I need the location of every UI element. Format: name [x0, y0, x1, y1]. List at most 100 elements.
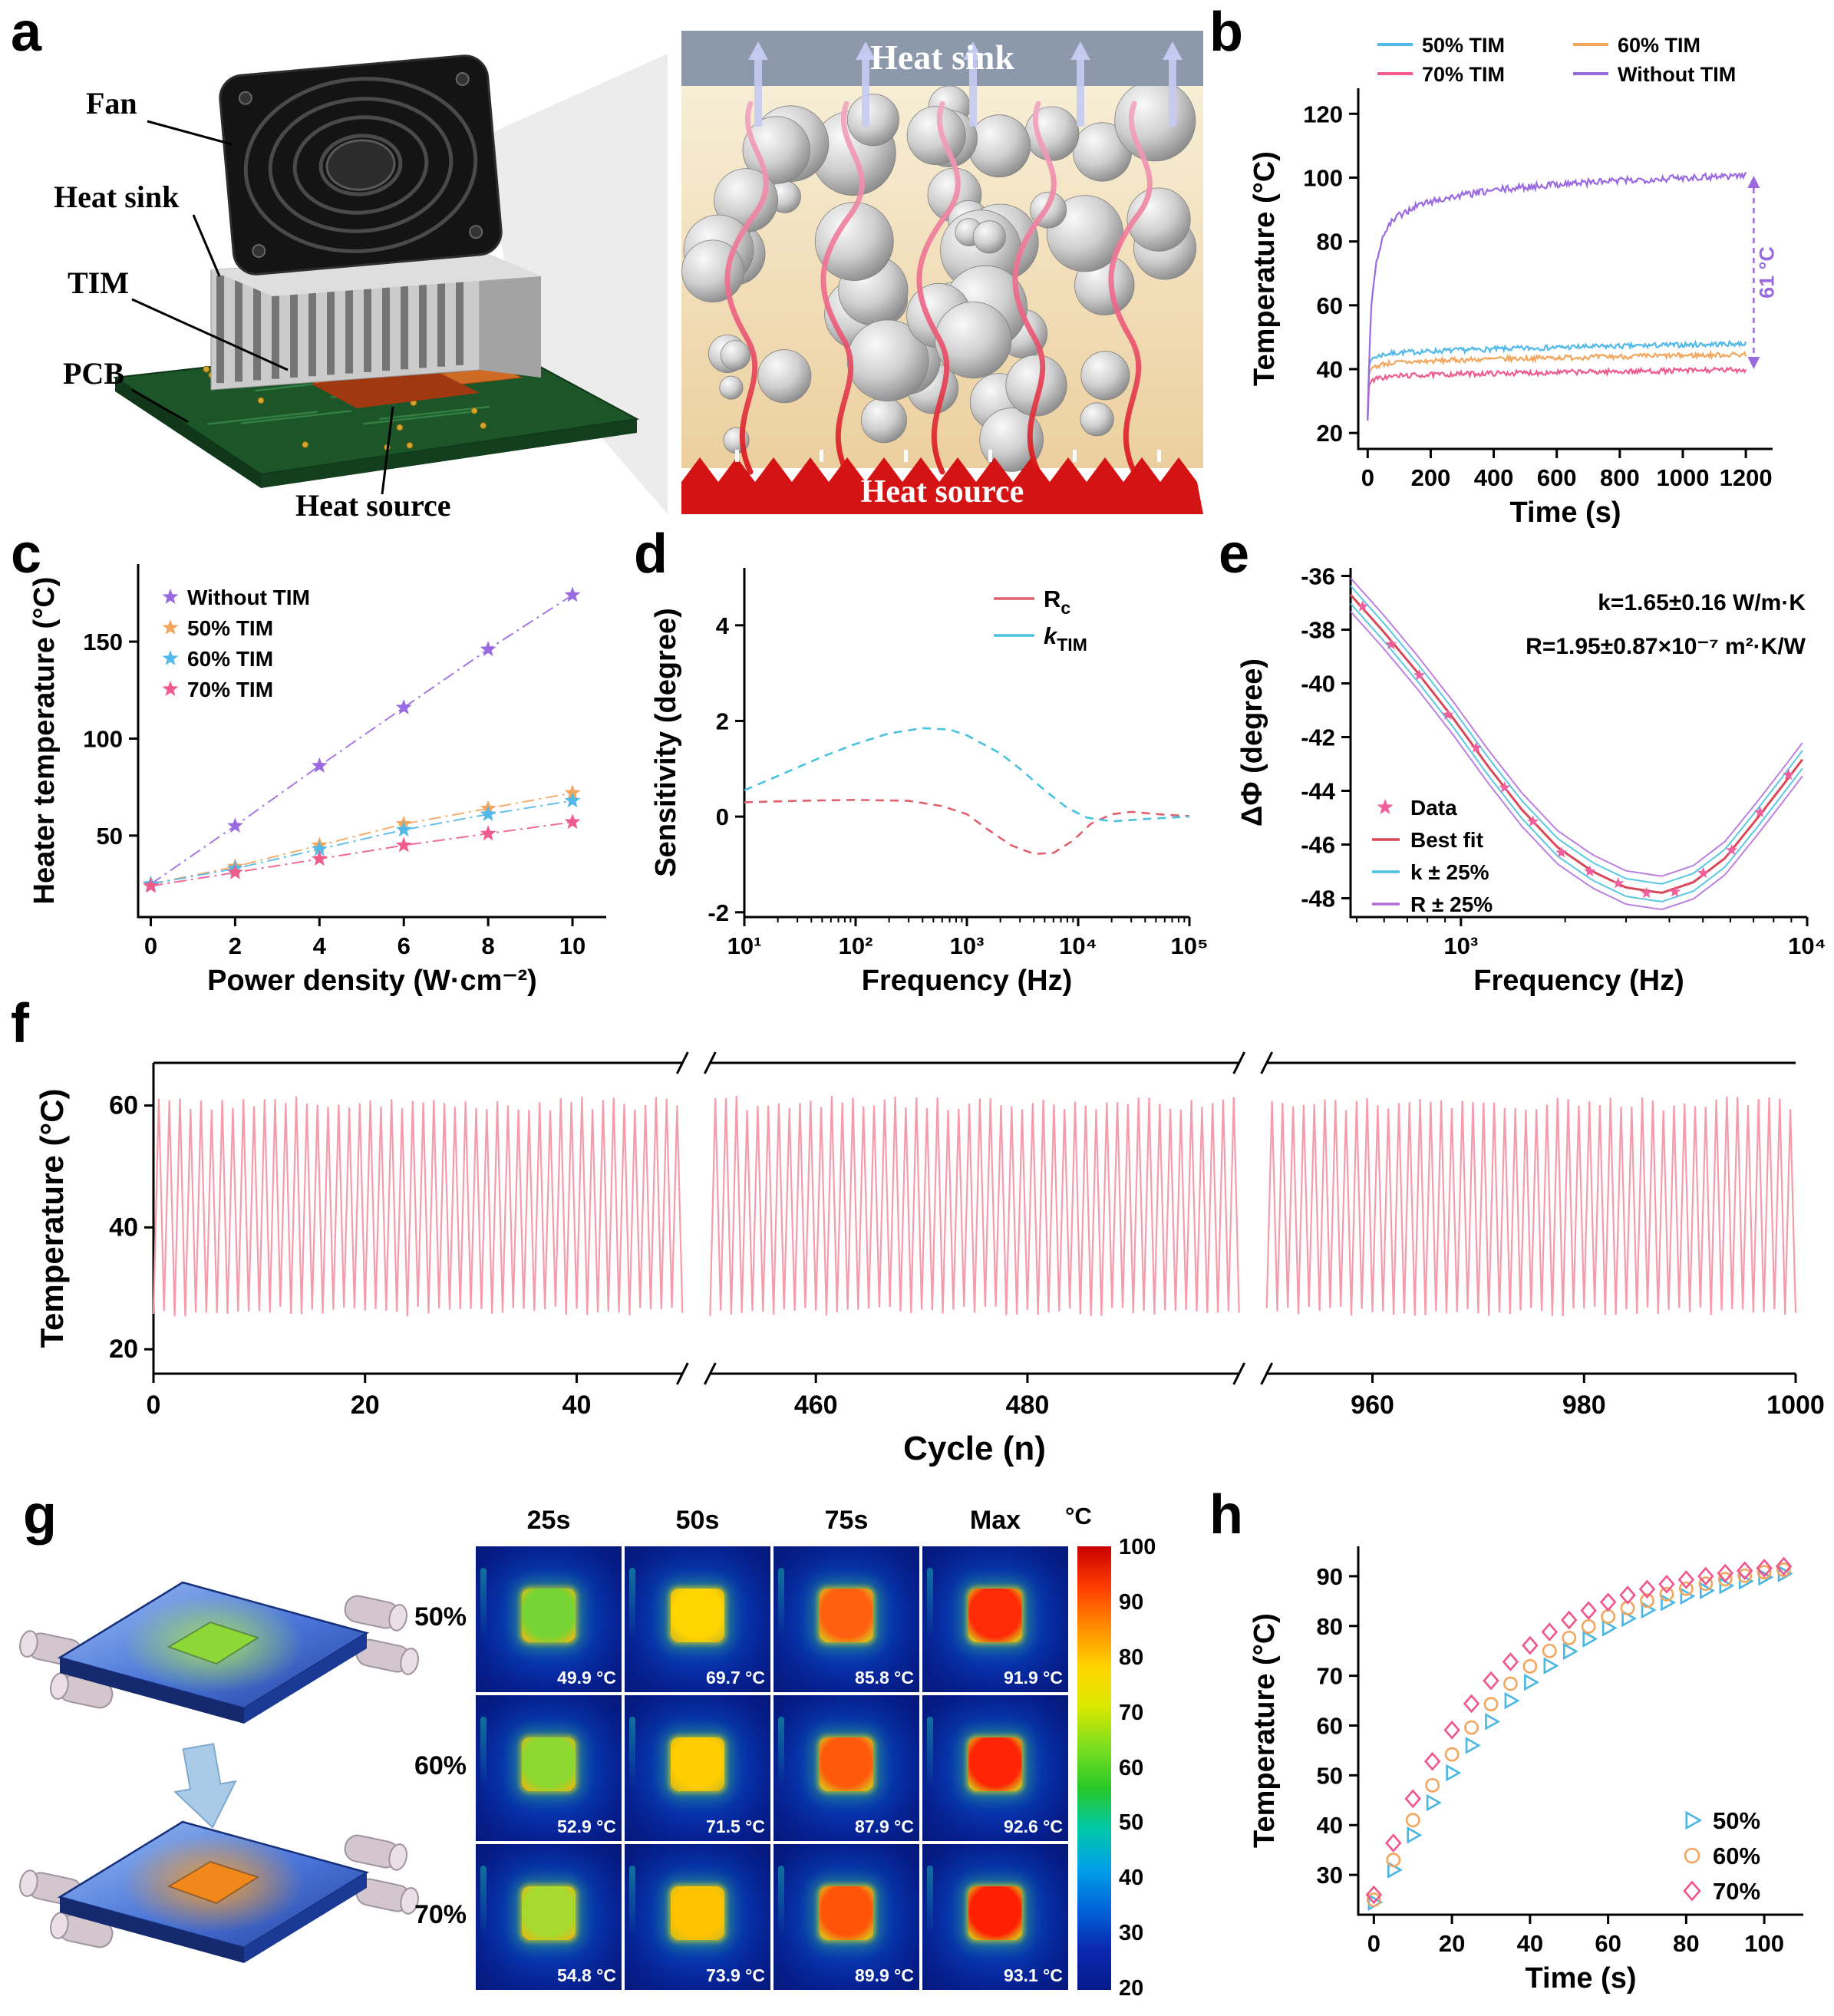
svg-text:50%: 50% [1713, 1807, 1760, 1834]
panel-label-d: d [634, 523, 668, 585]
heater-chip [671, 1737, 724, 1791]
heater-chip [671, 1886, 724, 1940]
svg-text:10³: 10³ [1443, 932, 1478, 959]
panel-label-b: b [1209, 2, 1243, 63]
svg-text:Cycle (n): Cycle (n) [903, 1430, 1046, 1467]
svg-text:40: 40 [1517, 1930, 1543, 1957]
svg-text:60%: 60% [1713, 1843, 1760, 1869]
svg-text:Data: Data [1410, 796, 1457, 820]
svg-text:Time (s): Time (s) [1509, 497, 1621, 529]
svg-text:120: 120 [1303, 101, 1343, 127]
svg-text:R ± 25%: R ± 25% [1410, 893, 1493, 916]
cell-temperature: 85.8 °C [855, 1668, 914, 1688]
svg-text:1000: 1000 [1766, 1391, 1825, 1420]
svg-text:Heat source: Heat source [295, 488, 451, 523]
svg-text:Best fit: Best fit [1410, 828, 1483, 852]
svg-text:Temperature (°C): Temperature (°C) [34, 1088, 70, 1348]
svg-text:20: 20 [1439, 1930, 1465, 1957]
svg-text:-44: -44 [1301, 778, 1336, 805]
thermal-image-cell: 54.8 °C [476, 1844, 622, 1990]
svg-text:10¹: 10¹ [727, 932, 762, 959]
svg-text:R=1.95±0.87×10⁻⁷ m²·K/W: R=1.95±0.87×10⁻⁷ m²·K/W [1526, 634, 1806, 659]
thermal-row-label: 50% [414, 1602, 467, 1632]
thermal-image-cell: 71.5 °C [625, 1695, 770, 1841]
heater-chip [522, 1886, 576, 1940]
svg-text:-48: -48 [1301, 886, 1335, 912]
svg-text:10²: 10² [839, 932, 873, 959]
svg-text:400: 400 [1474, 464, 1514, 491]
svg-text:70% TIM: 70% TIM [1422, 63, 1505, 86]
svg-text:Frequency (Hz): Frequency (Hz) [862, 965, 1072, 997]
svg-text:Temperature (°C): Temperature (°C) [1249, 151, 1281, 386]
thermal-image-cell: 69.7 °C [625, 1546, 770, 1692]
thermal-image-cell: 49.9 °C [476, 1546, 622, 1692]
thermal-image-cell: 52.9 °C [476, 1695, 622, 1841]
svg-text:480: 480 [1006, 1391, 1050, 1420]
thermal-col-header: 75s [824, 1506, 869, 1535]
colorbar-tick: 30 [1119, 1921, 1144, 1946]
series-60-tim [1367, 349, 1747, 418]
svg-text:0: 0 [147, 1391, 161, 1420]
svg-text:0: 0 [144, 932, 157, 959]
svg-text:90: 90 [1317, 1563, 1343, 1590]
svg-text:PCB: PCB [63, 356, 124, 391]
svg-text:1200: 1200 [1720, 464, 1773, 491]
cell-temperature: 52.9 °C [557, 1816, 616, 1836]
svg-text:60% TIM: 60% TIM [1618, 34, 1700, 57]
svg-text:1000: 1000 [1656, 464, 1709, 491]
svg-text:20: 20 [351, 1391, 380, 1420]
svg-text:60: 60 [1317, 292, 1343, 319]
colorbar-tick: 80 [1119, 1645, 1144, 1670]
heater-chip [968, 1589, 1022, 1642]
svg-text:Fan: Fan [86, 86, 137, 120]
svg-text:ΔΦ (degree): ΔΦ (degree) [1236, 658, 1268, 827]
series-without-tim [1367, 171, 1747, 421]
panel-label-a: a [11, 2, 42, 63]
svg-text:20: 20 [109, 1335, 138, 1364]
heater-chip [522, 1737, 576, 1791]
svg-text:70%: 70% [1713, 1878, 1760, 1905]
thermal-col-header: Max [969, 1506, 1021, 1535]
series-70-tim [1367, 366, 1747, 421]
cell-temperature: 49.9 °C [557, 1668, 616, 1688]
cell-temperature: 69.7 °C [706, 1668, 765, 1688]
svg-text:-40: -40 [1301, 671, 1335, 698]
svg-text:10⁴: 10⁴ [1788, 932, 1826, 959]
cell-temperature: 91.9 °C [1004, 1668, 1063, 1688]
chart-e-phase: -36 -38 -40 -42 -44 -46 -48 10³ 10⁴ Frequency (Hz… [1236, 563, 1826, 998]
colorbar-ticks: 100 90 80 70 60 50 40 30 20 [1119, 1535, 1156, 2001]
svg-text:100: 100 [1744, 1930, 1784, 1957]
colorbar-unit: °C [1065, 1503, 1092, 1529]
svg-text:TIM: TIM [68, 266, 129, 300]
cell-temperature: 92.6 °C [1004, 1816, 1063, 1836]
svg-text:800: 800 [1600, 464, 1640, 491]
svg-text:60: 60 [1317, 1713, 1343, 1740]
svg-text:460: 460 [794, 1391, 838, 1420]
cell-temperature: 93.1 °C [1004, 1965, 1063, 1985]
thermal-image-cell: 73.9 °C [625, 1844, 770, 1990]
colorbar-tick: 60 [1119, 1755, 1144, 1780]
cell-temperature: 87.9 °C [855, 1816, 914, 1836]
svg-text:k ± 25%: k ± 25% [1410, 860, 1489, 884]
svg-text:980: 980 [1562, 1391, 1606, 1420]
thermal-image-cell: 89.9 °C [774, 1844, 919, 1990]
svg-text:Heat sink: Heat sink [870, 38, 1014, 77]
panel-label-c: c [11, 523, 42, 585]
svg-text:2: 2 [716, 708, 729, 734]
thermal-image-cell: 93.1 °C [922, 1844, 1068, 1990]
svg-text:Heater temperature (°C): Heater temperature (°C) [28, 577, 61, 905]
colorbar [1077, 1546, 1111, 1990]
colorbar-tick: 70 [1119, 1700, 1144, 1725]
cell-temperature: 54.8 °C [557, 1965, 616, 1985]
svg-text:50: 50 [97, 823, 123, 850]
panel-label-f: f [11, 993, 29, 1054]
thermal-row-label: 60% [414, 1751, 467, 1780]
svg-text:61 °C: 61 °C [1755, 246, 1778, 299]
svg-text:40: 40 [1317, 356, 1343, 383]
thermal-image-cell: 87.9 °C [774, 1695, 919, 1841]
svg-text:Rc: Rc [1044, 586, 1070, 618]
svg-text:0: 0 [1367, 1930, 1380, 1957]
colorbar-tick: 40 [1119, 1866, 1144, 1891]
